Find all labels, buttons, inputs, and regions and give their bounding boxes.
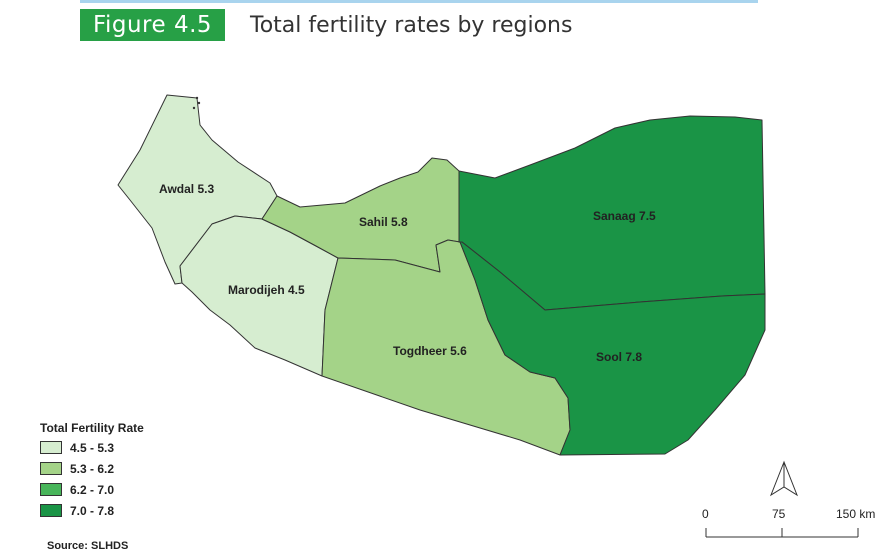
legend-swatch bbox=[40, 483, 62, 496]
scale-bar bbox=[705, 528, 859, 538]
legend-label: 6.2 - 7.0 bbox=[70, 482, 115, 497]
source-note: Source: SLHDS bbox=[47, 540, 129, 552]
legend-swatch bbox=[40, 462, 62, 475]
legend-title: Total Fertility Rate bbox=[40, 421, 144, 435]
figure-title: Total fertility rates by regions bbox=[250, 13, 573, 38]
legend-item: 7.0 - 7.8 bbox=[40, 500, 144, 521]
island-dot bbox=[197, 101, 201, 105]
scale-tick-0: 0 bbox=[702, 507, 709, 521]
scale-tick-75: 75 bbox=[772, 507, 786, 521]
legend-item: 6.2 - 7.0 bbox=[40, 479, 144, 500]
region-label-togdheer: Togdheer 5.6 bbox=[393, 344, 467, 358]
legend-swatch bbox=[40, 441, 62, 454]
region-label-sahil: Sahil 5.8 bbox=[359, 215, 408, 229]
legend-item: 4.5 - 5.3 bbox=[40, 437, 144, 458]
region-label-sool: Sool 7.8 bbox=[596, 350, 642, 364]
legend-label: 4.5 - 5.3 bbox=[70, 440, 115, 455]
island-dot bbox=[195, 96, 199, 100]
map-legend: Total Fertility Rate 4.5 - 5.3 5.3 - 6.2… bbox=[40, 421, 144, 521]
scale-tick-150: 150 km bbox=[836, 507, 876, 521]
region-label-awdal: Awdal 5.3 bbox=[159, 182, 214, 196]
legend-item: 5.3 - 6.2 bbox=[40, 458, 144, 479]
island-dot bbox=[192, 106, 196, 110]
legend-swatch bbox=[40, 504, 62, 517]
region-sool[interactable] bbox=[458, 241, 766, 456]
figure-number-badge: Figure 4.5 bbox=[80, 9, 225, 41]
region-label-sanaag: Sanaag 7.5 bbox=[593, 209, 656, 223]
top-rule bbox=[80, 0, 758, 3]
legend-label: 7.0 - 7.8 bbox=[70, 503, 115, 518]
legend-label: 5.3 - 6.2 bbox=[70, 461, 115, 476]
north-arrow-icon bbox=[769, 460, 799, 497]
region-label-marodijeh: Marodijeh 4.5 bbox=[228, 283, 305, 297]
